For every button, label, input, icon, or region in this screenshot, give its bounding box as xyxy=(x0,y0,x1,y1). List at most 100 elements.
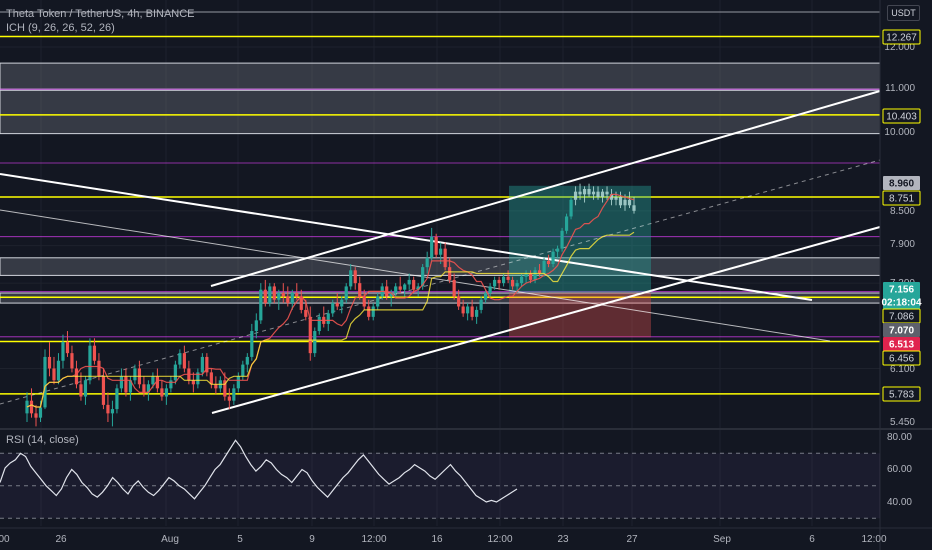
candle xyxy=(200,353,204,377)
candle xyxy=(600,188,605,203)
candle xyxy=(425,251,429,274)
candle xyxy=(43,349,47,410)
candle-body xyxy=(29,400,34,414)
candle xyxy=(142,376,146,397)
price-label-box xyxy=(882,350,921,366)
candle-body xyxy=(560,230,564,249)
candle-body xyxy=(133,368,137,381)
price-pane xyxy=(0,0,880,427)
candle xyxy=(317,313,321,335)
price-label-box xyxy=(883,337,920,351)
rsi-tick-label: 60.00 xyxy=(887,464,912,475)
candle-body xyxy=(97,360,101,377)
candle-body xyxy=(268,286,272,304)
candle xyxy=(173,360,177,385)
candle xyxy=(618,191,623,209)
candle-body xyxy=(250,331,254,357)
candle xyxy=(281,283,285,304)
candle-body xyxy=(79,384,83,397)
candle-body xyxy=(394,286,398,294)
candle xyxy=(299,289,303,314)
candle xyxy=(106,392,110,422)
candle-body xyxy=(182,353,186,369)
candle-body xyxy=(245,356,249,365)
candle-body xyxy=(506,276,510,280)
candle-body xyxy=(335,303,339,307)
time-tick-label: 00 xyxy=(0,534,10,545)
candle xyxy=(488,283,492,297)
candle-body xyxy=(452,279,456,297)
candle xyxy=(259,283,263,324)
candle xyxy=(564,213,569,234)
candle xyxy=(443,242,447,271)
candle-body xyxy=(627,199,632,206)
candle xyxy=(227,388,231,410)
candle-body xyxy=(286,296,290,304)
candle-body xyxy=(461,306,465,314)
time-tick-label: Sep xyxy=(713,534,731,545)
candle-body xyxy=(155,376,159,389)
candle-body xyxy=(331,303,335,314)
candle xyxy=(61,334,65,369)
rsi-pane xyxy=(0,431,880,526)
candle-body xyxy=(403,284,407,290)
candle xyxy=(178,349,182,369)
candle-body xyxy=(38,407,43,418)
rsi-indicator-label[interactable]: RSI (14, close) xyxy=(6,434,79,446)
candle-body xyxy=(497,279,501,284)
price-label-box xyxy=(882,190,921,206)
candle xyxy=(56,353,61,385)
candle-body xyxy=(389,293,393,297)
candle xyxy=(452,273,456,300)
price-label: 12.267 xyxy=(886,33,917,44)
candle-body xyxy=(88,345,92,381)
candle xyxy=(457,289,461,310)
candle xyxy=(101,368,106,410)
chart-title: Theta Token / TetherUS, 4h, BINANCE xyxy=(6,8,195,20)
candle-body xyxy=(191,380,195,385)
ichimoku-indicator-label[interactable]: ICH (9, 26, 26, 52, 26) xyxy=(6,22,115,34)
candle-body xyxy=(344,286,348,300)
candle-body xyxy=(537,270,542,274)
candle-body xyxy=(142,384,146,393)
candle xyxy=(308,306,312,361)
candle-body xyxy=(407,279,411,285)
price-tick-label: 6.100 xyxy=(890,364,915,375)
candle-body xyxy=(362,296,366,307)
candle xyxy=(133,364,137,385)
candle-body xyxy=(56,360,61,381)
candle xyxy=(160,380,164,401)
candle xyxy=(434,233,438,258)
candle xyxy=(169,376,173,393)
candle-body xyxy=(227,396,231,401)
candle xyxy=(546,254,551,268)
candle-body xyxy=(367,306,371,317)
sr-zone xyxy=(0,62,881,92)
candle xyxy=(110,400,115,427)
candle-body xyxy=(290,293,294,304)
candle xyxy=(268,283,272,307)
trend-line xyxy=(0,159,881,405)
candle xyxy=(92,338,97,365)
candle-body xyxy=(564,216,569,231)
candle xyxy=(295,283,299,300)
candle-body xyxy=(457,296,461,307)
candle xyxy=(335,293,339,310)
candle-body xyxy=(200,356,204,373)
candle-body xyxy=(358,283,362,297)
candle xyxy=(205,353,209,377)
candle xyxy=(605,186,609,200)
candle xyxy=(466,303,470,321)
candle xyxy=(277,289,281,310)
currency-button[interactable]: USDT xyxy=(887,5,920,21)
candle-body xyxy=(101,376,106,405)
rsi-tick-label: 40.00 xyxy=(887,497,912,508)
candle-body xyxy=(304,309,308,317)
sr-zone xyxy=(0,292,881,304)
kijun-line xyxy=(26,231,635,408)
candle xyxy=(263,279,267,307)
candle xyxy=(340,296,344,314)
candle xyxy=(484,289,488,304)
candle xyxy=(70,345,74,373)
